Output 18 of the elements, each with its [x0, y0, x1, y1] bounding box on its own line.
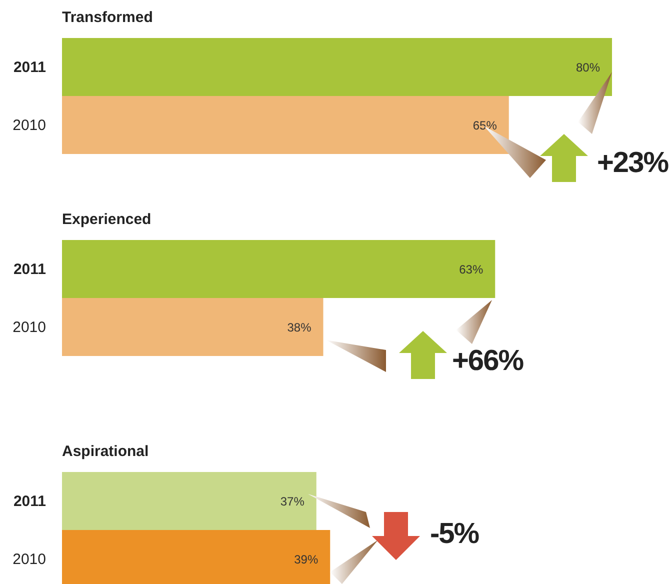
data-label: 65%	[472, 118, 498, 132]
data-label: 37%	[280, 494, 305, 508]
y-tick-label: 2010	[12, 551, 46, 568]
data-label: 63%	[459, 262, 484, 276]
chart-title: Aspirational	[62, 442, 150, 462]
y-tick-label: 2011	[13, 59, 46, 76]
data-label: 39%	[294, 552, 318, 566]
chart-title: Transformed	[62, 8, 154, 28]
text: -5%	[430, 518, 480, 550]
chart-title: Experienced	[62, 210, 152, 230]
y-tick-label: 2011	[13, 493, 46, 510]
data-label: 38%	[287, 320, 312, 334]
y-tick-label: 2010	[12, 319, 46, 336]
annotation: +23%	[597, 147, 670, 179]
y-tick-label: 2010	[12, 117, 46, 134]
data-label: 80%	[576, 60, 600, 74]
annotation: +66%	[452, 345, 524, 377]
y-tick-label: 2011	[13, 261, 46, 278]
